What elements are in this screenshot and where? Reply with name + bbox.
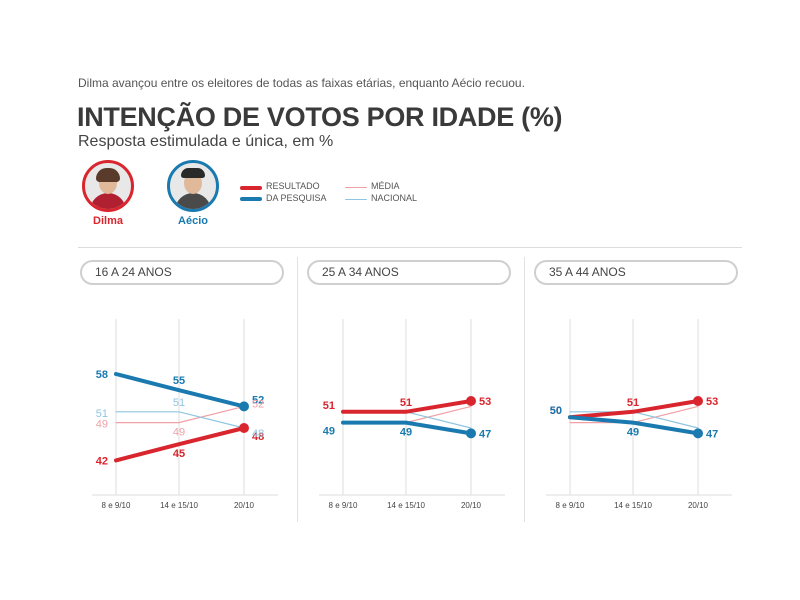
legend-result-line2: DA PESQUISA <box>266 193 327 203</box>
x-tick-label: 14 e 15/10 <box>614 501 652 510</box>
panel-separator <box>297 257 298 522</box>
dilma-value-label: 50 <box>550 405 562 417</box>
dilma-value-label: 51 <box>400 397 412 409</box>
candidate-dilma: Dilma <box>78 160 138 227</box>
aecio-average-line <box>342 411 472 429</box>
panel-separator <box>524 257 525 522</box>
chart-panel-35-44: 35 A 44 ANOS 8 e 9/10 14 e 15/10 20/10 50 51… <box>532 257 754 522</box>
dilma-end-marker <box>466 396 476 406</box>
legend-dilma-result-swatch <box>240 186 262 190</box>
divider <box>78 247 742 248</box>
aecio-value-label: 49 <box>400 427 412 439</box>
legend-aecio-avg-swatch <box>345 199 367 200</box>
x-tick-label: 14 e 15/10 <box>387 501 425 510</box>
dilma-average-label: 52 <box>252 398 264 410</box>
dilma-result-line <box>341 399 473 414</box>
intro-text: Dilma avançou entre os eleitores de toda… <box>78 76 525 90</box>
line-chart-25-34: 8 e 9/10 14 e 15/10 20/10 51 51 53 49 49 47 <box>319 319 505 510</box>
dilma-end-marker <box>239 423 249 433</box>
dilma-value-label: 45 <box>173 448 185 460</box>
aecio-value-label: 47 <box>479 428 491 440</box>
dilma-result-line <box>568 399 700 420</box>
dilma-value-label: 51 <box>323 400 335 412</box>
aecio-result-line <box>341 420 473 436</box>
dilma-value-label: 51 <box>627 397 639 409</box>
aecio-name: Aécio <box>178 215 208 227</box>
dilma-average-label: 49 <box>173 427 185 439</box>
aecio-average-label: 48 <box>252 428 264 440</box>
x-tick-label: 20/10 <box>461 501 482 510</box>
aecio-average-label: 51 <box>173 397 185 409</box>
dilma-value-label: 53 <box>479 396 491 408</box>
legend-result-line1: RESULTADO <box>266 181 320 191</box>
aecio-value-label: 50 <box>550 405 562 417</box>
legend-aecio-result-swatch <box>240 197 262 201</box>
x-tick-label: 8 e 9/10 <box>102 501 131 510</box>
aecio-avatar <box>167 160 219 212</box>
x-tick-label: 8 e 9/10 <box>556 501 585 510</box>
dilma-value-label: 42 <box>96 455 108 467</box>
aecio-result-line <box>568 415 700 436</box>
aecio-value-label: 58 <box>96 369 108 381</box>
aecio-average-line <box>115 411 245 429</box>
dilma-average-line <box>342 405 472 424</box>
panel-title: 16 A 24 ANOS <box>80 260 284 285</box>
chart-subtitle: Resposta estimulada e única, em % <box>78 133 334 150</box>
panel-title: 35 A 44 ANOS <box>534 260 738 285</box>
aecio-value-label: 55 <box>173 375 185 387</box>
x-tick-label: 20/10 <box>688 501 709 510</box>
chart-panel-25-34: 25 A 34 ANOS 8 e 9/10 14 e 15/10 20/10 51 51… <box>305 257 527 522</box>
legend-dilma-avg-swatch <box>345 187 367 188</box>
candidate-aecio: Aécio <box>163 160 223 227</box>
dilma-end-marker <box>693 396 703 406</box>
dilma-average-line <box>115 405 245 424</box>
aecio-result-line <box>114 372 246 409</box>
dilma-value-label: 48 <box>252 431 264 443</box>
aecio-value-label: 49 <box>627 427 639 439</box>
aecio-end-marker <box>693 428 703 439</box>
aecio-value-label: 52 <box>252 394 264 406</box>
aecio-value-label: 49 <box>323 426 335 438</box>
legend-avg-line2: NACIONAL <box>371 193 418 203</box>
x-tick-label: 20/10 <box>234 501 255 510</box>
x-tick-label: 14 e 15/10 <box>160 501 198 510</box>
aecio-value-label: 47 <box>706 428 718 440</box>
chart-panel-16-24: 16 A 24 ANOS 8 e 9/10 14 e 15/10 20/10 42 45… <box>78 257 300 522</box>
legend-avg-line1: MÉDIA <box>371 181 400 191</box>
dilma-value-label: 53 <box>706 396 718 408</box>
x-tick-label: 8 e 9/10 <box>329 501 358 510</box>
dilma-name: Dilma <box>93 215 123 227</box>
aecio-average-label: 51 <box>96 408 108 420</box>
aecio-end-marker <box>239 401 249 412</box>
chart-title: INTENÇÃO DE VOTOS POR IDADE (%) <box>77 102 563 132</box>
dilma-result-line <box>114 426 246 463</box>
line-chart-16-24: 8 e 9/10 14 e 15/10 20/1042454858555249495… <box>92 319 278 510</box>
dilma-average-label: 49 <box>96 419 108 431</box>
aecio-end-marker <box>466 428 476 439</box>
dilma-avatar <box>82 160 134 212</box>
panel-title: 25 A 34 ANOS <box>307 260 511 285</box>
